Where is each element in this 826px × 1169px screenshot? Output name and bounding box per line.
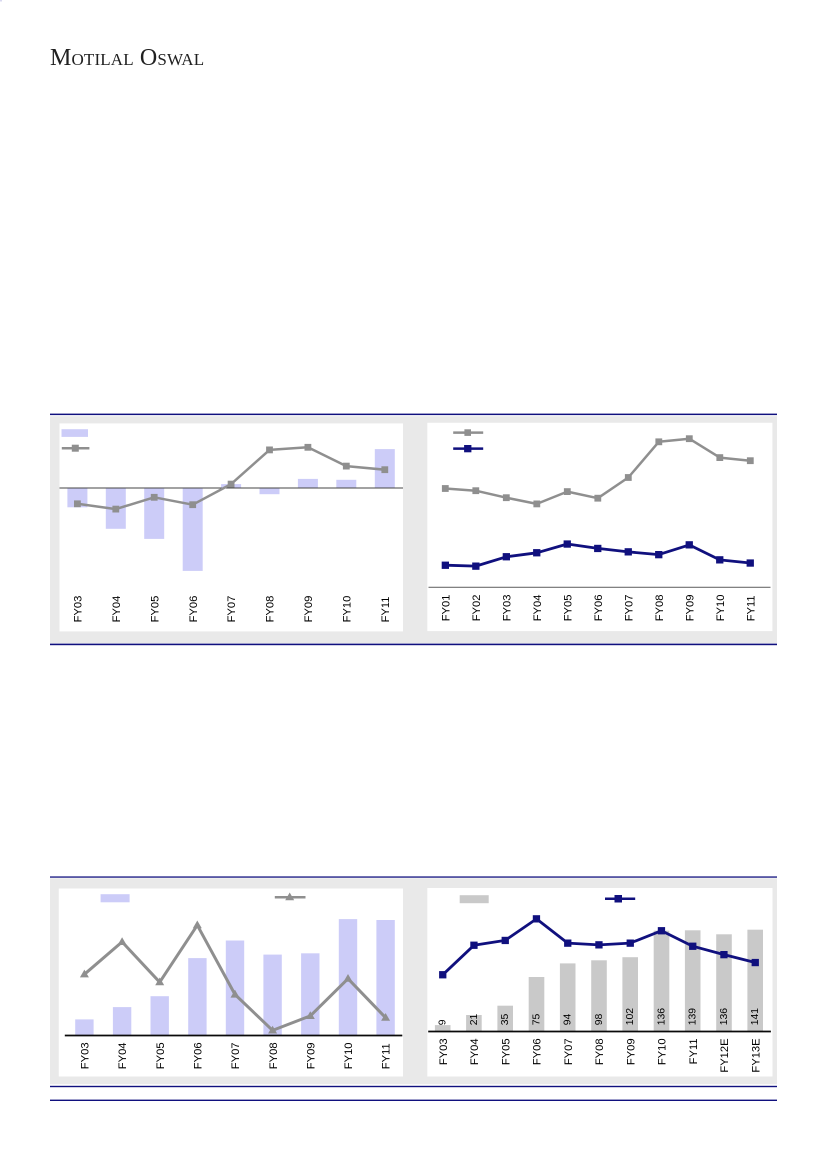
svg-text:FY05: FY05	[149, 596, 161, 623]
svg-text:136: 136	[719, 1008, 730, 1026]
svg-text:FY07: FY07	[230, 1042, 242, 1069]
svg-text:FY03: FY03	[438, 1038, 450, 1065]
svg-text:FY08: FY08	[268, 1042, 280, 1069]
svg-text:102: 102	[625, 1008, 636, 1026]
svg-text:75: 75	[531, 1014, 542, 1026]
svg-text:94: 94	[563, 1014, 574, 1026]
svg-text:FY10: FY10	[657, 1038, 669, 1065]
svg-text:FY13E: FY13E	[750, 1038, 762, 1072]
svg-text:35: 35	[500, 1014, 511, 1026]
svg-text:139: 139	[688, 1008, 699, 1026]
svg-text:FY11: FY11	[380, 596, 392, 622]
svg-text:FY03: FY03	[501, 595, 513, 622]
svg-text:FY04: FY04	[532, 595, 544, 622]
svg-text:FY05: FY05	[500, 1038, 512, 1065]
svg-text:FY04: FY04	[469, 1038, 481, 1065]
svg-text:FY10: FY10	[715, 595, 727, 622]
svg-text:FY09: FY09	[684, 595, 696, 622]
svg-text:FY07: FY07	[226, 596, 238, 623]
svg-text:FY09: FY09	[303, 596, 315, 623]
svg-text:FY02: FY02	[471, 595, 483, 622]
svg-text:21: 21	[469, 1014, 480, 1026]
svg-text:FY11: FY11	[688, 1038, 700, 1064]
svg-text:9: 9	[438, 1019, 449, 1025]
svg-text:FY10: FY10	[342, 596, 354, 623]
svg-text:FY04: FY04	[111, 596, 123, 623]
svg-text:FY06: FY06	[188, 596, 200, 623]
svg-text:FY09: FY09	[305, 1042, 317, 1069]
svg-text:141: 141	[750, 1008, 761, 1026]
svg-text:FY03: FY03	[80, 1042, 92, 1069]
svg-text:FY10: FY10	[343, 1042, 355, 1069]
svg-text:FY06: FY06	[532, 1038, 544, 1065]
svg-text:FY08: FY08	[654, 595, 666, 622]
svg-text:FY11: FY11	[745, 595, 757, 621]
svg-text:FY06: FY06	[193, 1042, 205, 1069]
svg-text:FY06: FY06	[593, 595, 605, 622]
svg-text:FY04: FY04	[117, 1042, 129, 1069]
svg-text:FY05: FY05	[562, 595, 574, 622]
svg-text:FY09: FY09	[625, 1038, 637, 1065]
svg-text:FY11: FY11	[381, 1043, 393, 1069]
svg-text:136: 136	[656, 1008, 667, 1026]
svg-text:FY08: FY08	[265, 596, 277, 623]
svg-text:98: 98	[594, 1014, 605, 1026]
svg-text:FY05: FY05	[155, 1042, 167, 1069]
svg-text:FY01: FY01	[440, 595, 452, 622]
svg-text:FY03: FY03	[73, 596, 85, 623]
svg-text:FY12E: FY12E	[719, 1038, 731, 1072]
svg-text:FY07: FY07	[623, 595, 635, 622]
svg-text:FY07: FY07	[563, 1038, 575, 1065]
svg-text:FY08: FY08	[594, 1038, 606, 1065]
